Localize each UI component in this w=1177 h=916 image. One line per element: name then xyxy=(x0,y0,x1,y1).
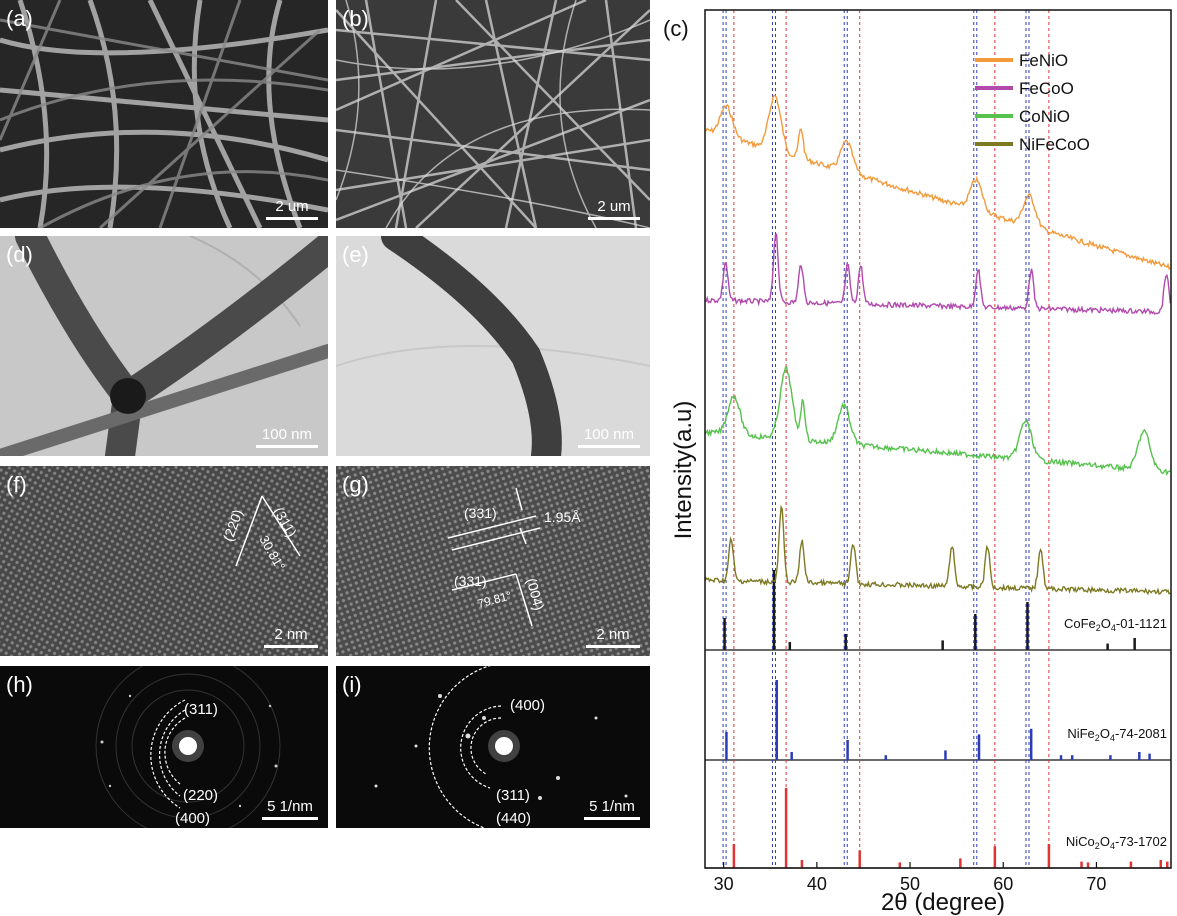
legend-entry: NiFeCoO xyxy=(1019,135,1090,154)
panel-d-scale-bar: 100 nm xyxy=(256,426,318,448)
reference-label: CoFe2O4-01-1121 xyxy=(1064,616,1167,633)
scale-text: 2 nm xyxy=(596,626,630,643)
panel-e-label: (e) xyxy=(342,242,369,267)
x-tick-label: 60 xyxy=(993,874,1013,894)
scale-text: 2 nm xyxy=(274,626,308,643)
x-tick-label: 30 xyxy=(714,874,734,894)
ring-400-label: (400) xyxy=(175,810,210,827)
xrd-series-conio xyxy=(704,366,1171,477)
panel-a-scale-bar: 2 um xyxy=(266,198,318,220)
panel-f-scale-bar: 2 nm xyxy=(264,626,318,648)
xrd-series-fenio xyxy=(704,94,1171,271)
panel-c-label: (c) xyxy=(663,16,689,41)
scale-text: 100 nm xyxy=(583,426,635,443)
panel-g-hrtem-image: (331) 1.95Å (331) (004) 79.81° (g) 2 nm xyxy=(336,466,650,656)
panel-e-scale-bar: 100 nm xyxy=(578,426,640,448)
panel-i-scale-bar: 5 1/nm xyxy=(584,798,640,820)
ring-440-label: (440) xyxy=(496,810,531,827)
ring-311-label: (311) xyxy=(184,701,218,718)
xrd-series-nifecoo xyxy=(704,504,1171,596)
ring-220-label: (220) xyxy=(183,787,218,804)
hrtem-lattice-g: (331) 1.95Å (331) (004) 79.81° xyxy=(336,466,650,656)
sem-fibers-b xyxy=(336,0,650,228)
panel-b-sem-image: (b) 2 um xyxy=(336,0,650,228)
scale-text: 5 1/nm xyxy=(267,798,313,815)
ring-400-label: (400) xyxy=(510,697,545,714)
saed-pattern-i: (400) (311) (440) xyxy=(336,666,650,828)
x-tick-label: 70 xyxy=(1086,874,1106,894)
panel-f-label: (f) xyxy=(6,472,27,497)
panel-a-label: (a) xyxy=(6,6,33,31)
scale-text: 2 um xyxy=(275,198,309,215)
x-axis-label: 2θ (degree) xyxy=(881,889,1005,916)
xrd-series-fecoo xyxy=(704,233,1171,315)
tem-fiber-d xyxy=(0,236,328,456)
panel-d-tem-image: (d) 100 nm xyxy=(0,236,328,456)
legend-entry: FeCoO xyxy=(1019,79,1074,98)
panel-b-scale-bar: 2 um xyxy=(588,198,640,220)
panel-f-hrtem-image: (220) (311) 30.81° (f) 2 nm xyxy=(0,466,328,656)
panel-i-label: (i) xyxy=(342,672,362,697)
legend-entry: CoNiO xyxy=(1019,107,1070,126)
saed-pattern-h: (311) (220) (400) xyxy=(0,666,328,828)
x-tick-label: 50 xyxy=(900,874,920,894)
y-axis-label: Intensity(a.u) xyxy=(670,401,697,540)
panel-d-label: (d) xyxy=(6,242,33,267)
legend-entry: FeNiO xyxy=(1019,51,1068,70)
panel-b-label: (b) xyxy=(342,6,369,31)
reference-label: NiCo2O4-73-1702 xyxy=(1066,834,1167,851)
scale-text: 100 nm xyxy=(261,426,313,443)
sem-fibers-a xyxy=(0,0,328,228)
d-spacing-label: 1.95Å xyxy=(544,509,581,525)
panel-i-saed-image: (400) (311) (440) (i) 5 1/nm xyxy=(336,666,650,828)
panel-g-scale-bar: 2 nm xyxy=(586,626,640,648)
plot-frame xyxy=(704,9,1172,869)
scale-text: 2 um xyxy=(597,198,631,215)
panel-h-scale-bar: 5 1/nm xyxy=(262,798,318,820)
x-tick-label: 40 xyxy=(807,874,827,894)
plane-331-bottom-label: (331) xyxy=(454,573,487,589)
ring-311-label: (311) xyxy=(496,787,530,804)
tem-fiber-e xyxy=(336,236,650,456)
panel-g-label: (g) xyxy=(342,472,369,497)
panel-a-sem-image: (a) 2 um xyxy=(0,0,328,228)
plane-331-top-label: (331) xyxy=(464,505,497,521)
panel-h-saed-image: (311) (220) (400) (h) 5 1/nm xyxy=(0,666,328,828)
hrtem-lattice-f: (220) (311) 30.81° xyxy=(0,466,328,656)
panel-h-label: (h) xyxy=(6,672,33,697)
panel-e-tem-image: (e) 100 nm xyxy=(336,236,650,456)
scale-text: 5 1/nm xyxy=(589,798,635,815)
xrd-chart: (c) CoFe2O4-01-1121 NiFe2O4-74-2081 NiCo2O… xyxy=(663,9,1172,916)
reference-label: NiFe2O4-74-2081 xyxy=(1067,726,1167,743)
